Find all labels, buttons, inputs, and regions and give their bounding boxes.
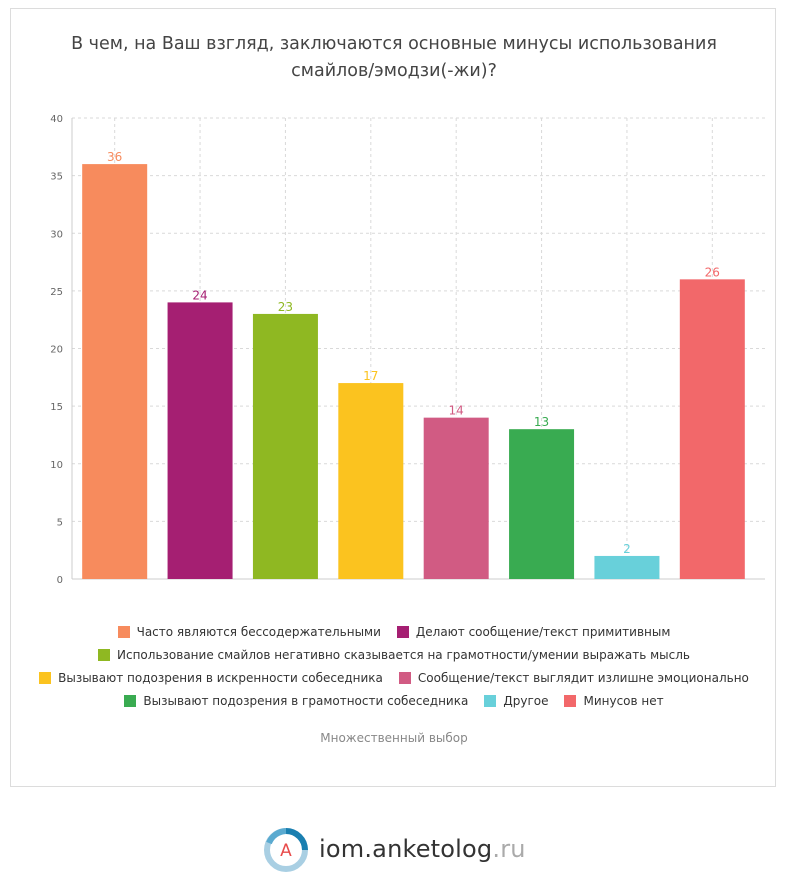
legend-row: Часто являются бессодержательными Делают … (11, 620, 777, 643)
legend-label: Часто являются бессодержательными (136, 624, 381, 639)
bar (679, 279, 745, 579)
legend-item[interactable]: Вызывают подозрения в грамотности собесе… (124, 694, 468, 708)
y-tick-label: 25 (50, 287, 63, 298)
bar (167, 302, 233, 579)
legend-row: Вызывают подозрения в грамотности собесе… (11, 689, 777, 712)
bar-value-label: 2 (623, 542, 631, 556)
legend-label: Делают сообщение/текст примитивным (415, 624, 671, 639)
bar (509, 429, 575, 579)
bar-chart: 0 5 10 15 20 25 30 35 40 36 24 23 17 14 13 2 26 (50, 114, 765, 586)
brand-tld: .ru (492, 835, 526, 863)
bar-value-label: 17 (363, 369, 378, 383)
footnote: Множественный выбор (320, 731, 468, 745)
bar-value-label: 24 (192, 288, 207, 302)
legend-label: Сообщение/текст выглядит излишне эмоцион… (417, 670, 749, 685)
legend-item[interactable]: Вызывают подозрения в искренности собесе… (39, 671, 383, 685)
logo-letter: A (280, 841, 292, 861)
legend-swatch (124, 694, 137, 707)
legend-label: Другое (503, 693, 549, 708)
bar-value-label: 14 (449, 404, 464, 418)
legend-label: Использование смайлов негативно сказывае… (117, 647, 690, 662)
bar (423, 417, 489, 579)
y-tick-label: 20 (50, 345, 63, 356)
legend-label: Вызывают подозрения в грамотности собесе… (143, 693, 469, 708)
brand-name: iom.anketolog.ru (319, 835, 526, 863)
chart-title: В чем, на Ваш взгляд, заключаются основн… (71, 34, 717, 81)
legend-swatch (484, 694, 497, 707)
legend-label: Вызывают подозрения в искренности собесе… (58, 670, 383, 685)
bar (338, 383, 404, 579)
y-tick-label: 10 (50, 460, 63, 471)
y-tick-label: 15 (50, 402, 63, 413)
legend-swatch (398, 671, 411, 684)
bar-value-label: 23 (278, 300, 293, 314)
bar-value-label: 13 (534, 415, 549, 429)
legend-swatch (117, 625, 130, 638)
brand-domain: iom.anketolog (319, 835, 493, 863)
legend-swatch (98, 648, 111, 661)
legend-row: Вызывают подозрения в искренности собесе… (11, 666, 777, 689)
chart-card: В чем, на Ваш взгляд, заключаются основн… (10, 8, 776, 787)
legend-row: Использование смайлов негативно сказывае… (11, 643, 777, 666)
brand-logo[interactable]: A iom.anketolog.ru (263, 826, 526, 872)
bar (594, 555, 660, 579)
legend-item[interactable]: Использование смайлов негативно сказывае… (98, 648, 690, 662)
legend-swatch (39, 671, 52, 684)
legend-item[interactable]: Минусов нет (564, 693, 664, 708)
y-tick-label: 5 (57, 517, 63, 528)
bar-value-label: 26 (705, 265, 720, 279)
anketolog-logo-icon: A (264, 828, 308, 872)
y-tick-label: 0 (57, 575, 63, 586)
bar (82, 164, 148, 579)
legend-item[interactable]: Сообщение/текст выглядит излишне эмоцион… (398, 670, 749, 685)
chart-legend: Часто являются бессодержательными Делают … (11, 620, 777, 712)
legend-swatch (564, 694, 577, 707)
legend-item[interactable]: Делают сообщение/текст примитивным (396, 624, 671, 639)
legend-swatch (396, 625, 409, 638)
bar-value-label: 36 (107, 150, 122, 164)
legend-item[interactable]: Другое (484, 694, 548, 708)
y-tick-label: 30 (50, 229, 63, 240)
y-tick-label: 40 (50, 114, 63, 125)
legend-label: Минусов нет (583, 693, 664, 708)
legend-item[interactable]: Часто являются бессодержательными (117, 624, 381, 639)
y-tick-label: 35 (50, 172, 63, 183)
bar (252, 313, 318, 579)
